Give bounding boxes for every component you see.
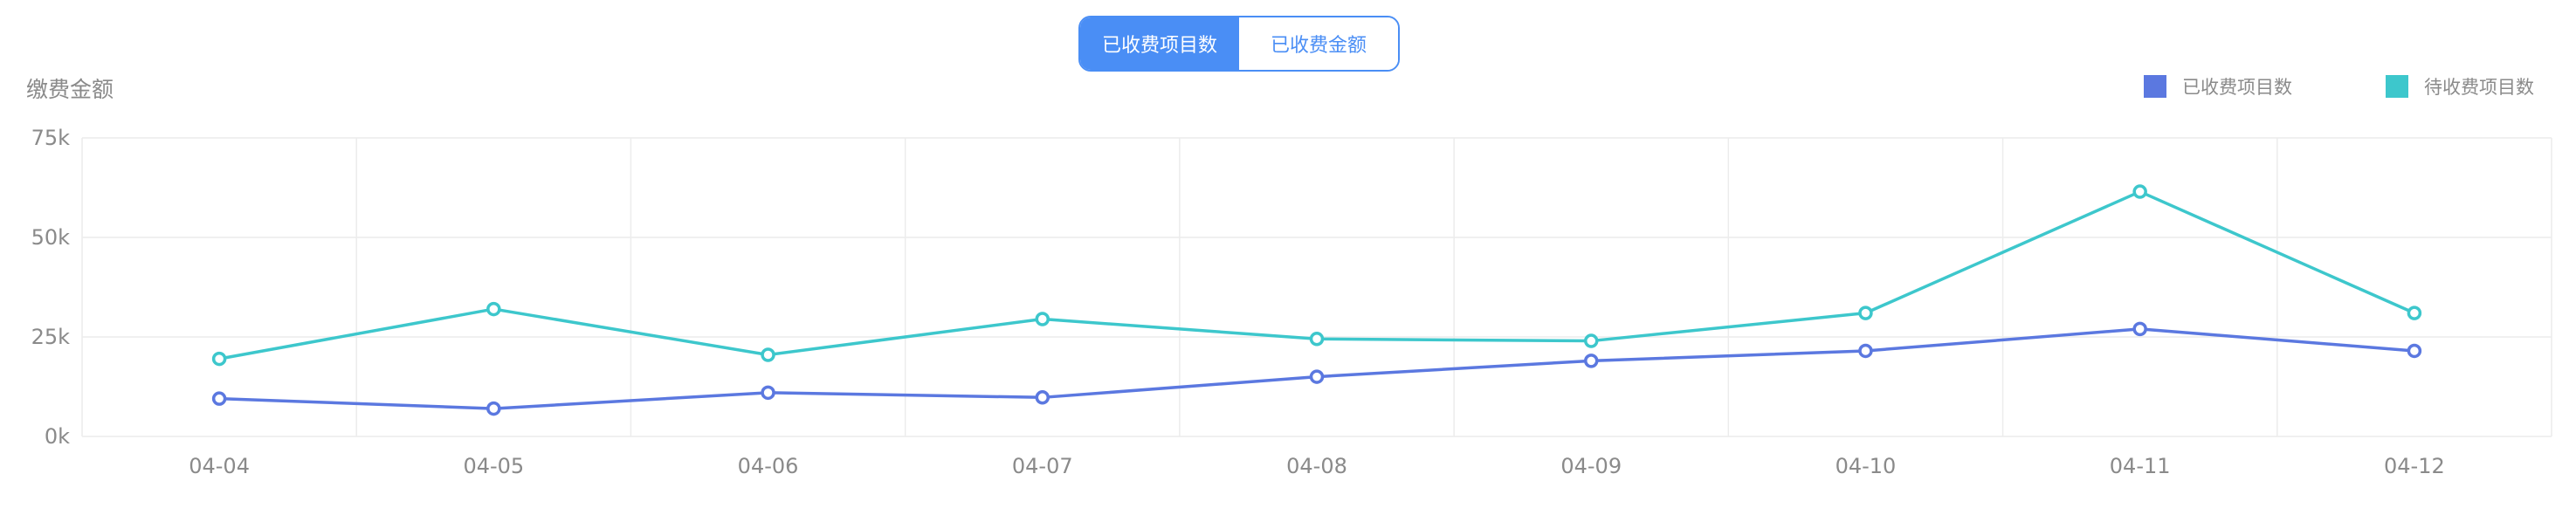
data-point[interactable] — [1309, 332, 1325, 347]
data-point[interactable] — [2132, 184, 2147, 199]
data-point[interactable] — [761, 347, 775, 362]
data-point[interactable] — [1035, 390, 1050, 405]
legend-swatch — [2144, 75, 2166, 98]
legend-item[interactable]: 已收费项目数 — [2144, 75, 2292, 98]
data-point[interactable] — [2407, 306, 2422, 320]
data-point[interactable] — [211, 391, 227, 406]
y-tick-label: 0k — [45, 424, 70, 449]
data-point[interactable] — [2132, 321, 2147, 337]
x-tick-label: 04-04 — [189, 454, 250, 478]
series-1 — [211, 184, 2422, 367]
legend-swatch — [2386, 75, 2408, 98]
series-0 — [211, 321, 2422, 416]
x-tick-label: 04-07 — [1012, 454, 1073, 478]
x-tick-label: 04-11 — [2110, 454, 2171, 478]
data-point[interactable] — [1035, 312, 1050, 326]
data-point[interactable] — [211, 351, 227, 367]
legend-label: 待收费项目数 — [2424, 77, 2534, 98]
data-point[interactable] — [1858, 343, 1873, 359]
grid — [81, 137, 2552, 437]
data-point[interactable] — [1583, 333, 1599, 348]
data-point[interactable] — [486, 401, 501, 416]
x-tick-label: 04-05 — [463, 454, 524, 478]
y-tick-label: 25k — [31, 325, 71, 349]
toggle-collected-amount-button[interactable]: 已收费金额 — [1239, 17, 1398, 70]
y-axis-label: 缴费金额 — [26, 77, 114, 102]
data-point[interactable] — [761, 385, 775, 401]
y-tick-label: 75k — [31, 126, 71, 150]
x-tick-label: 04-09 — [1560, 454, 1622, 478]
x-tick-label: 04-08 — [1286, 454, 1347, 478]
data-point[interactable] — [1583, 354, 1599, 368]
data-point[interactable] — [1858, 306, 1873, 320]
legend: 已收费项目数 待收费项目数 — [2144, 75, 2534, 98]
x-axis-ticks: 04-04 04-05 04-06 04-07 04-08 04-09 04-10 04-11… — [189, 454, 2445, 478]
series-layer — [211, 184, 2422, 416]
x-tick-label: 04-06 — [738, 454, 799, 478]
data-point[interactable] — [486, 301, 501, 317]
y-axis-ticks: 0k 25k 50k 75k — [31, 126, 71, 449]
data-point[interactable] — [2407, 343, 2422, 359]
chart-mode-toggle: 已收费项目数 已收费金额 — [1078, 16, 1400, 72]
data-point[interactable] — [1309, 369, 1325, 384]
legend-item[interactable]: 待收费项目数 — [2386, 75, 2534, 98]
y-tick-label: 50k — [31, 225, 71, 250]
legend-label: 已收费项目数 — [2182, 77, 2292, 98]
x-tick-label: 04-10 — [1836, 454, 1897, 478]
x-tick-label: 04-12 — [2384, 454, 2445, 478]
toggle-collected-items-button[interactable]: 已收费项目数 — [1080, 17, 1239, 70]
